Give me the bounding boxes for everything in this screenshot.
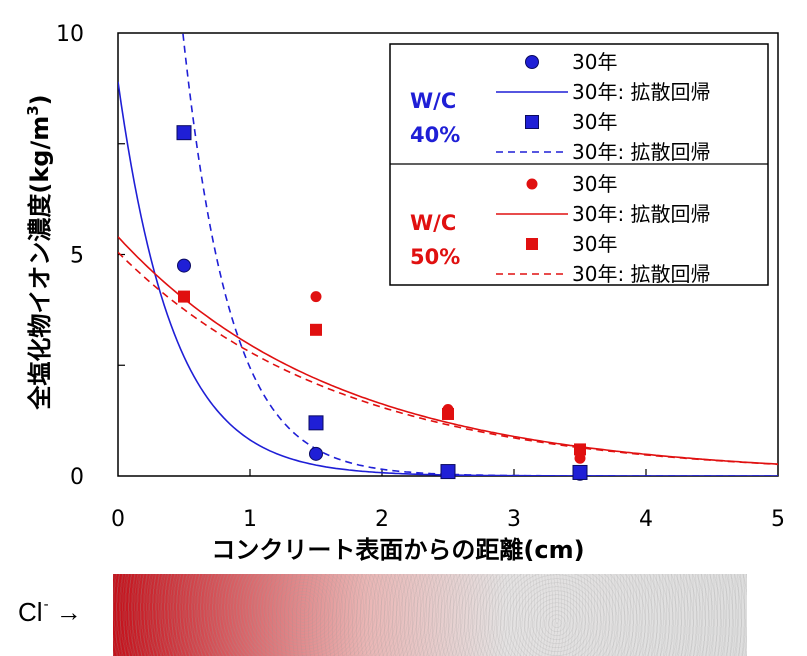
y-tick-label: 5 [70,244,84,269]
data-point-square [574,443,586,456]
legend-entry-label: 30年 [572,110,617,134]
legend-entry-label: 30年 [572,232,617,256]
data-point-square [178,290,190,303]
legend-wc-value: 40% [410,123,460,147]
x-tick-label: 3 [507,507,521,532]
legend-wc-label: W/C [410,211,456,235]
legend-marker-square [526,238,538,250]
y-axis-title-main: 全塩化物イオン濃度(kg/m [26,116,54,411]
legend-marker-circle [526,178,538,190]
concrete-penetration-gradient [113,574,747,656]
data-point-square [176,125,192,141]
arrow-right-icon: → [55,597,82,627]
data-point-circle [310,291,322,303]
y-tick-label: 0 [70,465,84,490]
data-point-square [308,415,324,431]
legend-entry-label: 30年: 拡散回帰 [572,140,711,164]
chloride-symbol: Cl [18,597,43,627]
data-point-square [310,323,322,336]
legend: W/C 40% 30年 30年: 拡散回帰 30年 30年: 拡散回帰 W/C 50% 30年 3… [389,43,769,286]
fit-curve [182,33,778,476]
x-axis-title: コンクリート表面からの距離(cm) [211,536,584,564]
legend-entry-label: 30年 [572,172,617,196]
x-tick-label: 5 [771,507,785,532]
legend-wc-label: W/C [410,89,456,113]
legend-entry-label: 30年: 拡散回帰 [572,202,711,226]
x-tick-label: 0 [111,507,125,532]
legend-entry-label: 30年 [572,50,617,74]
legend-wc-value: 50% [410,245,460,269]
chloride-ion-label: Cl- → [18,596,82,628]
y-tick-label: 10 [56,22,84,47]
chart: 0 1 2 3 4 5 0 5 10 コンクリート表面からの距離(cm) 全塩化物イオン濃度(k… [24,22,785,564]
x-tick-label: 4 [639,507,653,532]
data-point-square [440,464,456,480]
data-points [176,125,588,481]
y-axis-title-sup: 3 [24,105,42,115]
legend-marker-circle [525,55,539,69]
legend-entry-label: 30年: 拡散回帰 [572,262,711,286]
y-axis-title-close: ) [26,94,54,105]
data-point-circle [309,446,323,461]
legend-marker-square [525,115,539,129]
data-point-square [572,464,588,480]
x-tick-label: 1 [243,507,257,532]
chloride-charge: - [43,596,49,613]
data-point-circle [177,258,191,273]
data-point-square [442,407,454,420]
x-tick-label: 2 [375,507,389,532]
legend-entry-label: 30年: 拡散回帰 [572,80,711,104]
tick-labels: 0 1 2 3 4 5 0 5 10 [56,22,785,532]
y-axis-title: 全塩化物イオン濃度(kg/m3) [24,94,54,410]
fit-curve [118,251,778,466]
